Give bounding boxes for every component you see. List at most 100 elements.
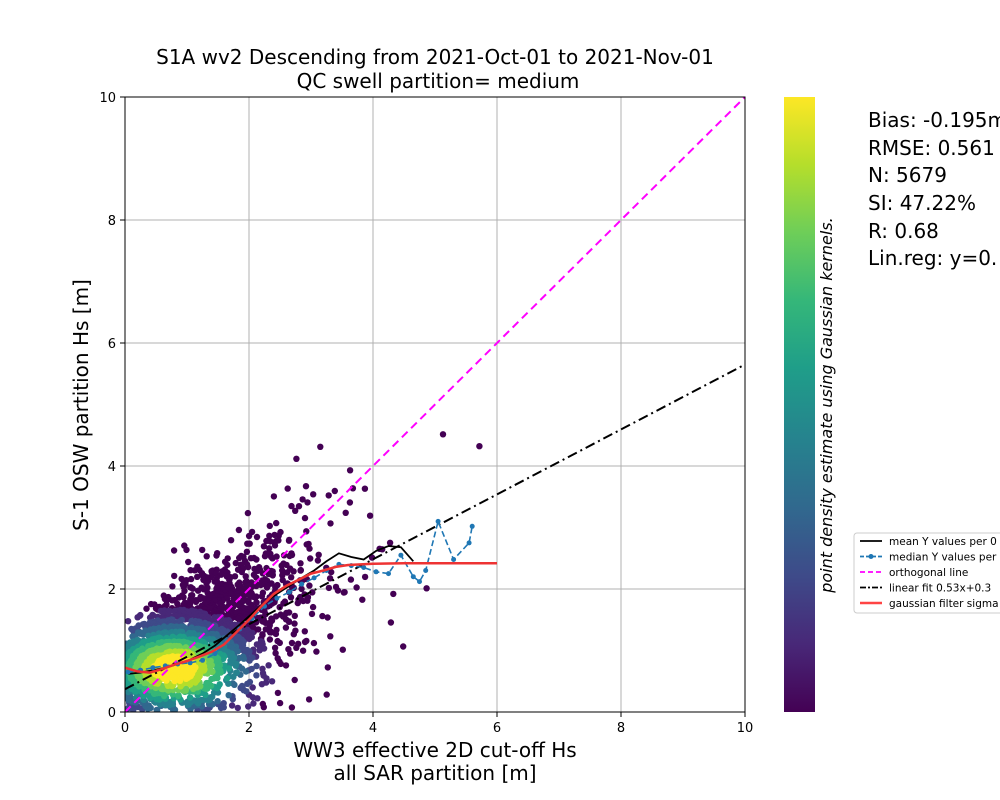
median-marker — [466, 540, 472, 546]
scatter-point — [199, 546, 206, 554]
legend-box — [853, 532, 1000, 614]
scatter-point — [347, 576, 355, 583]
median-marker — [451, 557, 457, 562]
scatter-point — [295, 503, 303, 510]
chart-title-line2: QC swell partition= medium — [297, 69, 580, 93]
scatter-point — [291, 612, 298, 620]
scatter-point — [284, 569, 291, 576]
colorbar — [784, 97, 815, 712]
scatter-point — [315, 551, 322, 558]
scatter-point — [400, 643, 407, 650]
scatter-point — [153, 706, 160, 712]
median-marker — [469, 523, 475, 529]
scatter-point — [331, 487, 338, 495]
chart-title-line1: S1A wv2 Descending from 2021-Oct-01 to 2… — [156, 45, 714, 69]
scatter-point — [244, 540, 251, 547]
legend-marker — [868, 554, 874, 559]
scatter-point — [258, 593, 266, 600]
scatter-point — [246, 592, 253, 599]
scatter-point — [361, 485, 369, 492]
scatter-point — [324, 664, 331, 671]
legend-label: gaussian filter sigma — [889, 598, 999, 610]
scatter-point — [306, 545, 313, 552]
scatter-point — [386, 539, 394, 546]
scatter-point — [310, 491, 317, 498]
scatter-point — [203, 679, 210, 687]
scatter-point — [253, 641, 261, 648]
y-tick-label: 6 — [108, 337, 116, 352]
scatter-point — [244, 563, 252, 571]
scatter-point — [269, 555, 276, 562]
y-tick-label: 0 — [108, 706, 116, 721]
scatter-point — [282, 662, 290, 669]
scatter-point — [292, 507, 299, 514]
scatter-points — [125, 431, 483, 712]
median-marker — [200, 657, 205, 663]
scatter-point — [325, 584, 333, 592]
scatter-point — [309, 589, 316, 596]
scatter-point — [307, 555, 314, 562]
scatter-point — [309, 603, 317, 611]
series-lines — [125, 97, 745, 712]
scatter-point — [304, 499, 311, 506]
median-marker — [125, 669, 131, 675]
scatter-point — [319, 612, 326, 620]
scatter-point — [390, 590, 397, 598]
scatter-point — [232, 559, 239, 567]
scatter-point — [291, 620, 298, 627]
scatter-point — [234, 704, 241, 712]
scatter-point — [272, 650, 279, 657]
scatter-point — [326, 575, 334, 582]
scatter-point — [288, 639, 296, 647]
scatter-point — [270, 493, 278, 500]
plot-frame — [124, 96, 746, 713]
scatter-point — [224, 561, 231, 569]
x-axis-ticks: 0 2 4 6 8 10 — [121, 712, 753, 736]
scatter-point — [259, 618, 266, 625]
scatter-point — [342, 509, 349, 516]
scatter-point — [265, 662, 272, 669]
scatter-point — [324, 614, 331, 621]
scatter-point — [279, 572, 286, 579]
scatter-point — [140, 631, 147, 638]
scatter-point — [387, 619, 395, 626]
scatter-point — [334, 587, 342, 594]
scatter-point — [266, 636, 274, 643]
x-tick-label: 0 — [121, 721, 129, 736]
x-tick-label: 6 — [493, 721, 501, 736]
scatter-point — [327, 520, 334, 527]
scatter-point — [185, 558, 192, 566]
scatter-point — [284, 485, 291, 492]
scatter-point — [271, 531, 278, 539]
scatter-point — [214, 698, 221, 705]
median-marker — [423, 568, 429, 573]
scatter-point — [171, 572, 178, 580]
scatter-point — [314, 557, 322, 564]
scatter-point — [476, 443, 483, 450]
scatter-point — [256, 647, 263, 654]
scatter-point — [310, 639, 318, 647]
x-tick-label: 4 — [369, 721, 377, 736]
median-marker — [311, 575, 317, 581]
median-marker — [150, 665, 156, 671]
scatter-point — [258, 681, 266, 688]
scatter-point — [225, 692, 232, 699]
scatter-point — [243, 548, 251, 555]
scatter-point — [285, 537, 293, 544]
y-tick-label: 8 — [108, 214, 116, 229]
scatter-point — [282, 624, 290, 631]
scatter-point — [279, 567, 286, 574]
stat-rmse: RMSE: 0.561 — [868, 136, 995, 160]
scatter-point — [361, 573, 369, 581]
scatter-point — [282, 616, 290, 623]
y-tick-label: 2 — [108, 583, 116, 598]
scatter-point — [339, 646, 346, 653]
x-tick-label: 10 — [737, 721, 754, 736]
scatter-point — [169, 597, 176, 604]
scatter-point — [262, 626, 269, 633]
scatter-point — [253, 599, 260, 606]
legend-label: mean Y values per 0 — [889, 536, 997, 548]
scatter-point — [287, 594, 295, 601]
scatter-point — [237, 684, 244, 692]
scatter-point — [242, 573, 249, 580]
